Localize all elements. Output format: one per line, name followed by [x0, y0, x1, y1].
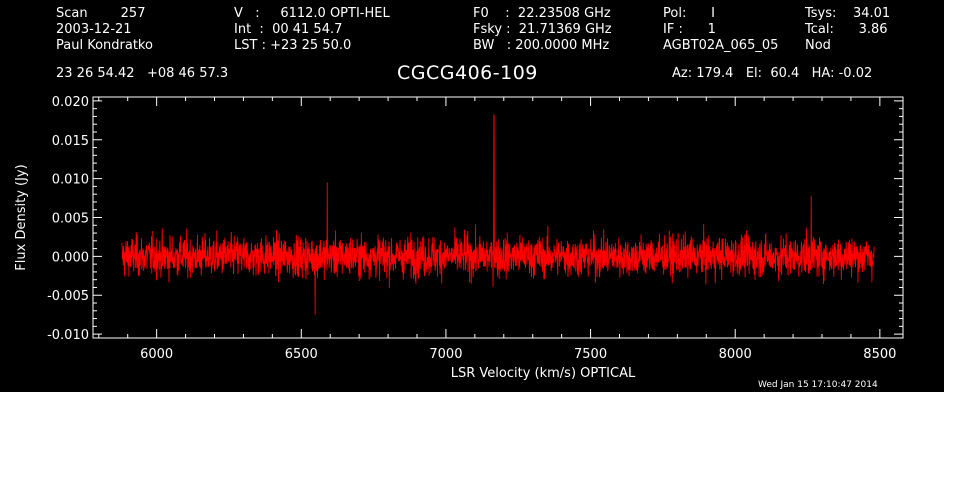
header-procedure: Nod: [805, 38, 831, 53]
x-tick-label: 8000: [719, 347, 752, 362]
header-velocity: V : 6112.0 OPTI-HEL: [234, 6, 390, 21]
y-tick-label: 0.000: [52, 250, 89, 265]
x-tick-label: 6500: [285, 347, 318, 362]
header-observer: Paul Kondratko: [56, 38, 153, 53]
timestamp: Wed Jan 15 17:10:47 2014: [758, 380, 878, 390]
header-sky-frequency: Fsky : 21.71369 GHz: [473, 22, 612, 37]
object-name: CGCG406-109: [397, 62, 538, 84]
plot-panel: [0, 0, 944, 392]
header-date: 2003-12-21: [56, 22, 132, 37]
header-integration: Int : 00 41 54.7: [234, 22, 343, 37]
header-polarization: Pol: I: [663, 6, 715, 21]
header-scan: Scan 257: [56, 6, 146, 21]
x-tick-label: 8500: [863, 347, 896, 362]
header-bandwidth: BW : 200.0000 MHz: [473, 38, 610, 53]
y-tick-label: -0.010: [47, 328, 89, 343]
header-if: IF : 1: [663, 22, 716, 37]
y-tick-label: 0.010: [52, 173, 89, 188]
y-tick-label: 0.015: [52, 134, 89, 149]
spectrum-line: [121, 114, 875, 315]
header-rest-frequency: F0 : 22.23508 GHz: [473, 6, 611, 21]
y-tick-label: 0.005: [52, 212, 89, 227]
y-axis-label: Flux Density (Jy): [14, 164, 29, 270]
spectrum-chart: 6000 6500 7000 7500 8000 8500 -0.010 -0.005 0.00…: [14, 95, 904, 381]
x-tick-label: 7500: [574, 347, 607, 362]
header-lst: LST : +23 25 50.0: [234, 38, 352, 53]
header-tsys: Tsys: 34.01: [805, 6, 891, 21]
plot-frame: [92, 96, 904, 339]
header-pointing: Az: 179.4 El: 60.4 HA: -0.02: [672, 66, 873, 81]
header-project: AGBT02A_065_05: [663, 38, 779, 53]
x-tick-label: 6000: [140, 347, 173, 362]
x-tick-label: 7000: [429, 347, 462, 362]
x-axis-label: LSR Velocity (km/s) OPTICAL: [451, 366, 636, 381]
header-tcal: Tcal: 3.86: [805, 22, 888, 37]
y-tick-label: -0.005: [47, 289, 89, 304]
header-coordinates: 23 26 54.42 +08 46 57.3: [56, 66, 229, 81]
y-tick-label: 0.020: [52, 95, 89, 110]
